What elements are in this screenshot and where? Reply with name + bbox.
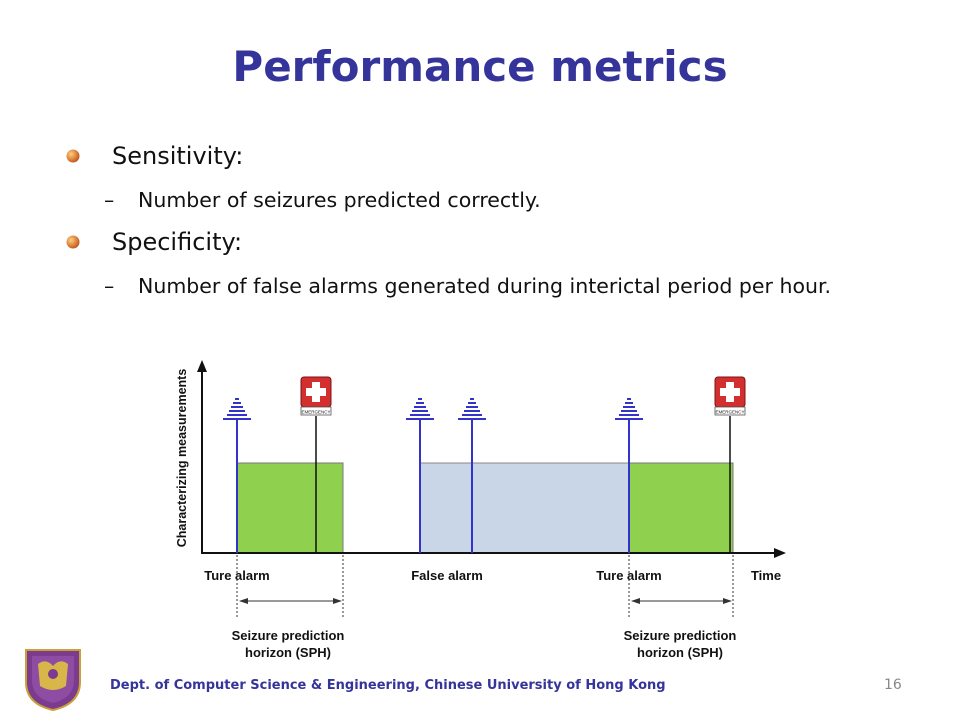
university-crest-logo — [25, 649, 81, 712]
emergency-label: EMERGENCY — [715, 410, 744, 415]
emergency-label: EMERGENCY — [301, 410, 330, 415]
page-number: 16 — [884, 677, 902, 693]
sub-bullet-text: Number of seizures predicted correctly. — [138, 188, 541, 212]
bullet-icon — [66, 235, 80, 249]
bullet-icon — [66, 149, 80, 163]
sph-label-line2: horizon (SPH) — [637, 645, 723, 660]
alarm-bell-icon — [615, 398, 643, 420]
true-alarm-region-2 — [628, 462, 734, 554]
alarm-bell-icon — [223, 398, 251, 420]
alarm-bell-icon — [458, 398, 486, 420]
y-axis-arrow — [197, 360, 207, 372]
x-axis-arrow — [774, 548, 786, 558]
bullet-sensitivity: Sensitivity: — [66, 142, 243, 170]
sph-label-line1: Seizure prediction — [232, 628, 345, 643]
true-alarm-region-1 — [236, 462, 344, 554]
emergency-cross-icon: EMERGENCY — [714, 376, 746, 416]
bullet-specificity: Specificity: — [66, 228, 242, 256]
alarm-bell-icon — [406, 398, 434, 420]
bullet-label: Specificity: — [112, 228, 243, 256]
seizure-prediction-diagram: EMERGENCY EMERGENCY Characterizing measu… — [175, 360, 786, 660]
sph-arrow — [631, 598, 732, 604]
slide-title: Performance metrics — [232, 42, 728, 91]
footer-department: Dept. of Computer Science & Engineering,… — [110, 678, 666, 693]
emergency-cross-icon: EMERGENCY — [300, 376, 332, 416]
sph-arrow — [239, 598, 342, 604]
sph-label-line2: horizon (SPH) — [245, 645, 331, 660]
x-axis-label: Time — [751, 568, 781, 583]
sph-label-line1: Seizure prediction — [624, 628, 737, 643]
sub-bullet-text: Number of false alarms generated during … — [138, 274, 832, 298]
bullet-label: Sensitivity: — [112, 142, 244, 170]
false-alarm-region — [419, 462, 631, 554]
y-axis-label: Characterizing measurements — [175, 369, 189, 548]
sub-bullet-sensitivity: – Number of seizures predicted correctly. — [104, 185, 884, 215]
alarm-label-false: False alarm — [411, 568, 483, 583]
sub-bullet-specificity: – Number of false alarms generated during… — [104, 271, 884, 301]
